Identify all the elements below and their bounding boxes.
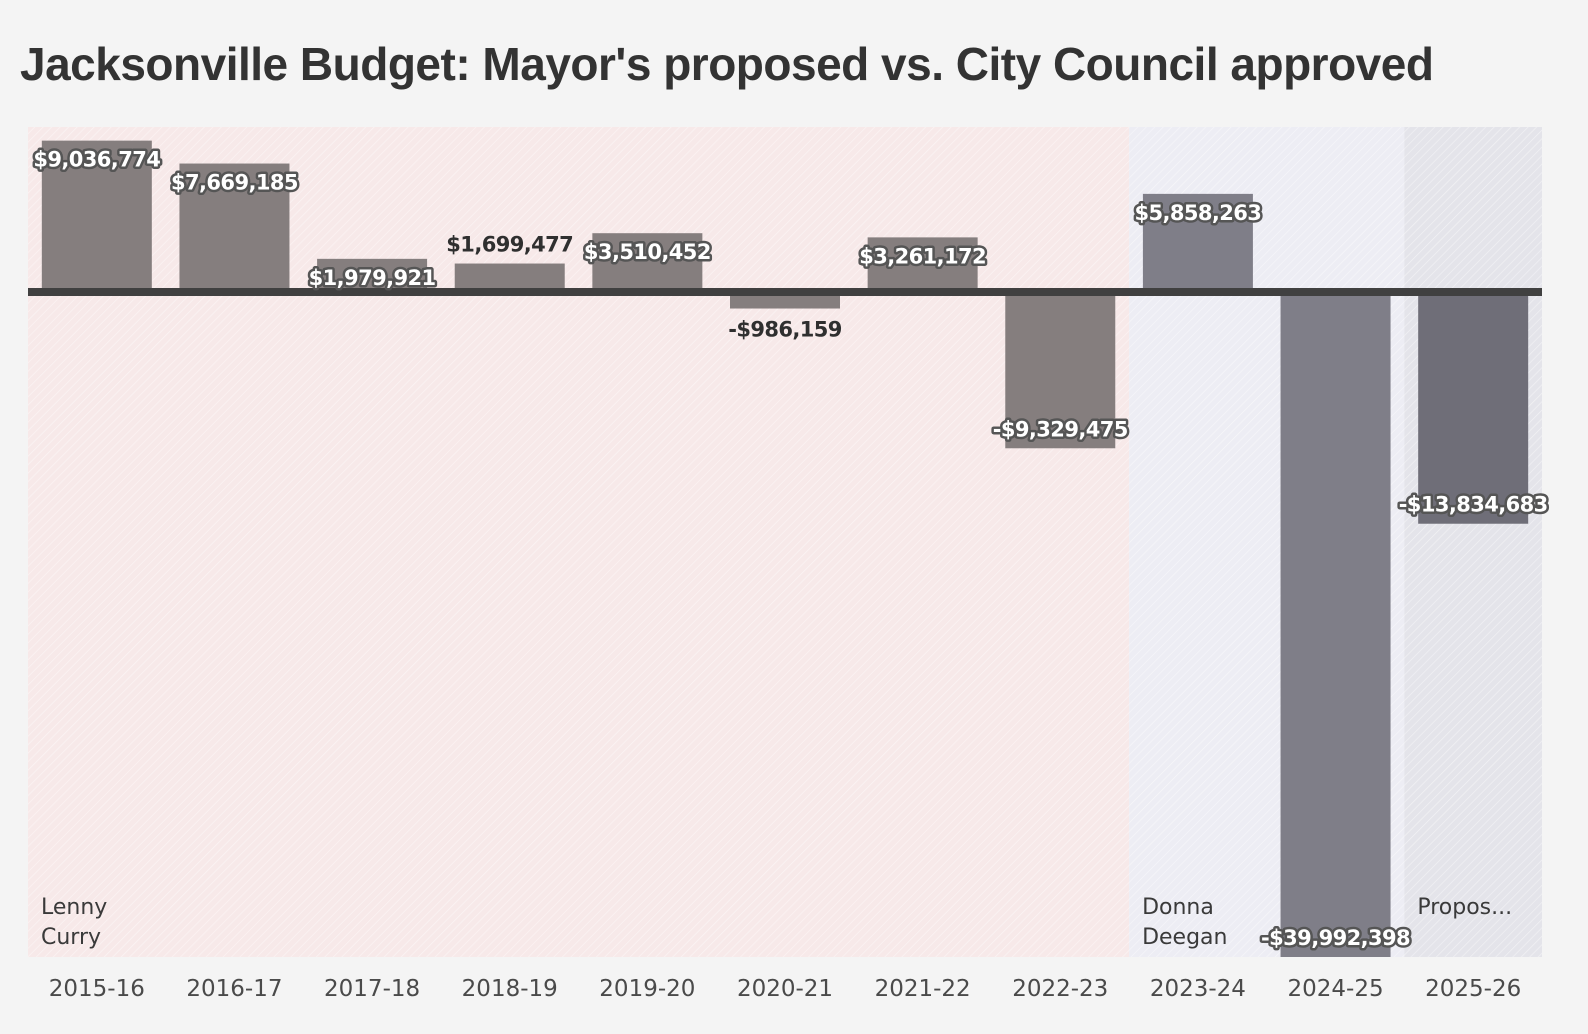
data-label: -$39,992,398	[1261, 926, 1410, 950]
data-label: $9,036,774	[33, 148, 160, 172]
x-tick-label: 2019-20	[599, 976, 695, 1002]
bar	[867, 237, 978, 292]
x-tick-label: 2021-22	[875, 976, 971, 1002]
x-tick-label: 2023-24	[1150, 976, 1246, 1002]
bar	[592, 233, 703, 292]
bar	[179, 163, 290, 292]
bar	[1280, 292, 1391, 957]
x-tick-label: 2015-16	[49, 976, 145, 1002]
region-label: Propos...	[1417, 895, 1512, 920]
data-label: $3,510,452	[584, 240, 711, 264]
data-label: -$986,159	[728, 318, 842, 342]
bar	[454, 263, 565, 292]
x-tick-label: 2020-21	[737, 976, 833, 1002]
data-label: $3,261,172	[859, 244, 986, 268]
data-label: $5,858,263	[1134, 201, 1261, 225]
bar	[317, 258, 428, 292]
labels-layer: Lenny Curry Donna Deegan Propos... $9,036,774…	[31, 145, 1551, 952]
data-label: -$13,834,683	[1399, 493, 1548, 517]
bars-layer	[41, 140, 1529, 957]
x-tick-label: 2016-17	[186, 976, 282, 1002]
x-tick-label: 2017-18	[324, 976, 420, 1002]
data-label: $7,669,185	[171, 171, 298, 195]
axis-layer: 2015-16 2016-17 2017-18 2018-19 2019-20 2020-…	[28, 288, 1542, 1002]
bar	[41, 140, 152, 292]
data-label: $1,699,477	[446, 233, 573, 257]
region-label: Deegan	[1142, 925, 1227, 950]
bar	[730, 292, 840, 309]
x-tick-label: 2025-26	[1425, 976, 1521, 1002]
bar	[1005, 292, 1116, 449]
data-label: -$9,329,475	[993, 417, 1128, 441]
x-tick-label: 2018-19	[462, 976, 558, 1002]
bar	[1142, 193, 1253, 292]
region-label: Lenny	[41, 895, 107, 920]
bar	[1418, 292, 1529, 524]
region-label: Curry	[41, 925, 101, 950]
region-hatch	[1404, 127, 1542, 957]
region-label: Donna	[1142, 895, 1214, 920]
x-tick-label: 2022-23	[1012, 976, 1108, 1002]
data-label: $1,979,921	[309, 266, 436, 290]
chart-title: Jacksonville Budget: Mayor's proposed vs…	[20, 38, 1434, 90]
x-tick-label: 2024-25	[1287, 976, 1383, 1002]
